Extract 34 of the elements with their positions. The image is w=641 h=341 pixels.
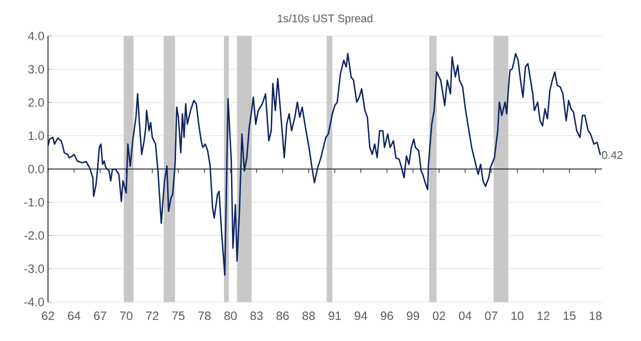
x-tick-label: 96 <box>380 312 394 320</box>
x-tick-label: 64 <box>68 312 80 320</box>
x-tick-label: 83 <box>250 312 263 320</box>
x-tick-label: 88 <box>302 312 315 320</box>
x-tick-label: 18 <box>590 312 602 320</box>
x-tick-label: 04 <box>458 312 472 320</box>
y-tick-label: 3.0 <box>28 65 44 74</box>
x-tick-label: 62 <box>42 312 54 320</box>
y-tick-label: -3.0 <box>24 264 44 273</box>
y-tick-label: -2.0 <box>24 231 44 240</box>
x-tick-label: 10 <box>512 312 524 320</box>
x-tick-label: 70 <box>120 312 132 320</box>
x-tick-label: 86 <box>276 312 289 320</box>
x-tick-label: 07 <box>485 312 498 320</box>
x-tick-label: 99 <box>406 312 420 320</box>
y-tick-label: 4.0 <box>28 32 44 40</box>
y-tick-label: -1.0 <box>24 198 44 206</box>
x-tick-label: 80 <box>224 312 237 320</box>
x-tick-label: 02 <box>432 312 446 320</box>
x-tick-label: 15 <box>564 312 576 320</box>
x-tick-label: 12 <box>538 312 550 320</box>
x-tick-label: 91 <box>328 312 341 320</box>
chart-title: 1s/10s UST Spread <box>278 14 372 24</box>
x-tick-label: 75 <box>172 312 185 320</box>
y-tick-label: 0.0 <box>28 164 44 174</box>
x-tick-label: 78 <box>198 312 211 320</box>
line-series <box>47 52 602 276</box>
x-tick-label: 94 <box>354 312 368 320</box>
y-tick-label: 1.0 <box>28 132 44 140</box>
y-tick-label: 2.0 <box>28 98 44 107</box>
x-tick-label: 72 <box>146 312 158 320</box>
x-tick-label: 67 <box>94 312 106 320</box>
y-tick-label: -4.0 <box>24 298 44 306</box>
annotation: 0.42 <box>602 151 622 159</box>
